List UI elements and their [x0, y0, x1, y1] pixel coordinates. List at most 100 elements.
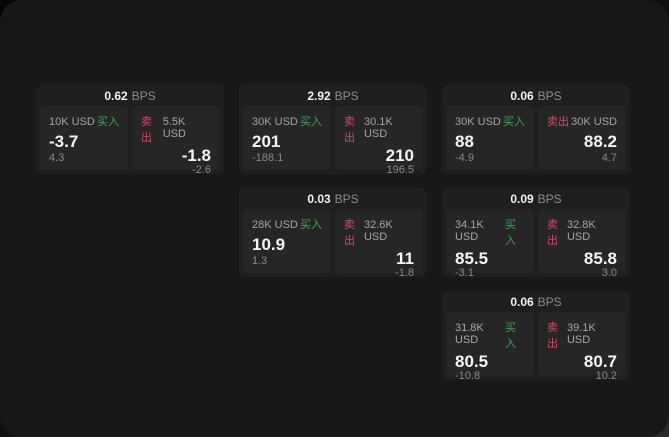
buy-price: 10.9: [252, 235, 286, 254]
buy-panel[interactable]: 30K USD 买入 201 -188.1: [243, 106, 331, 170]
card-header: 0.06 BPS: [446, 85, 626, 106]
buy-price: 201: [252, 132, 281, 151]
quote-panels: 28K USD 买入 10.9 1.3 卖出 32.6K USD 11 -1.8: [243, 209, 423, 279]
sell-panel[interactable]: 卖出 39.1K USD 80.7 10.2: [538, 312, 626, 382]
card-header: 0.03 BPS: [243, 188, 423, 209]
sell-delta: 3.0: [601, 267, 617, 279]
sell-notional: 30.1K USD: [363, 116, 393, 140]
buy-notional: 30K USD: [252, 116, 298, 128]
buy-side-label: 买入: [505, 322, 517, 350]
sell-delta: 10.2: [595, 370, 617, 382]
quote-card: 2.92 BPS 30K USD 买入 201 -188.1 卖出 30.1K …: [239, 85, 427, 176]
buy-top-row: 28K USD 买入: [252, 216, 322, 232]
buy-top-row: 10K USD 买入: [49, 113, 119, 129]
buy-delta: 4.3: [49, 152, 65, 164]
buy-side-label: 买入: [505, 219, 517, 247]
bps-unit-label: BPS: [334, 191, 359, 206]
sell-delta: -1.8: [395, 267, 414, 279]
card-header: 2.92 BPS: [243, 85, 423, 106]
buy-panel[interactable]: 31.8K USD 买入 80.5 -10.8: [446, 312, 534, 382]
sell-top-row: 卖出 5.5K USD: [141, 113, 211, 145]
bps-value: 0.03: [307, 191, 331, 206]
buy-notional: 30K USD: [455, 116, 501, 128]
buy-delta: -10.8: [455, 370, 481, 382]
sell-panel[interactable]: 卖出 5.5K USD -1.8 -2.6: [132, 106, 220, 176]
sell-top-row: 卖出 32.6K USD: [344, 216, 414, 248]
quote-panels: 31.8K USD 买入 80.5 -10.8 卖出 39.1K USD 80.…: [446, 312, 626, 382]
bps-value: 0.06: [510, 294, 534, 309]
buy-side-label: 买入: [503, 116, 525, 128]
card-header: 0.09 BPS: [446, 188, 626, 209]
buy-notional: 10K USD: [49, 116, 95, 128]
quote-panels: 30K USD 买入 88 -4.9 卖出 30K USD 88.2 4.7: [446, 106, 626, 170]
sell-side-label: 卖出: [547, 219, 558, 247]
buy-delta: 1.3: [252, 255, 268, 267]
sell-delta: 196.5: [386, 164, 414, 176]
sell-notional: 30K USD: [571, 116, 617, 128]
buy-price: -3.7: [49, 132, 79, 151]
quote-card: 0.03 BPS 28K USD 买入 10.9 1.3 卖出 32.6K US…: [239, 188, 427, 279]
quote-card: 0.06 BPS 30K USD 买入 88 -4.9 卖出 30K USD 8…: [442, 85, 630, 174]
sell-notional: 32.8K USD: [566, 219, 596, 243]
sell-side-label: 卖出: [344, 116, 355, 144]
buy-delta: -3.1: [455, 267, 474, 279]
buy-panel[interactable]: 10K USD 买入 -3.7 4.3: [40, 106, 128, 170]
quote-panels: 10K USD 买入 -3.7 4.3 卖出 5.5K USD -1.8 -2.…: [40, 106, 220, 176]
bps-value: 0.62: [104, 88, 128, 103]
sell-price: 88.2: [583, 132, 617, 151]
bps-unit-label: BPS: [537, 294, 562, 309]
sell-notional: 32.6K USD: [363, 219, 393, 243]
sell-delta: -2.6: [192, 164, 211, 176]
bps-value: 2.92: [307, 88, 331, 103]
quote-card: 0.09 BPS 34.1K USD 买入 85.5 -3.1 卖出 32.8K…: [442, 188, 630, 279]
buy-side-label: 买入: [300, 116, 322, 128]
sell-top-row: 卖出 30.1K USD: [344, 113, 414, 145]
buy-panel[interactable]: 28K USD 买入 10.9 1.3: [243, 209, 331, 273]
sell-panel[interactable]: 卖出 32.6K USD 11 -1.8: [335, 209, 423, 279]
buy-top-row: 30K USD 买入: [252, 113, 322, 129]
buy-top-row: 31.8K USD 买入: [455, 319, 525, 351]
sell-top-row: 卖出 30K USD: [547, 113, 617, 129]
bps-value: 0.06: [510, 88, 534, 103]
buy-delta: -188.1: [252, 152, 284, 164]
bps-unit-label: BPS: [537, 191, 562, 206]
sell-side-label: 卖出: [547, 116, 569, 128]
bps-unit-label: BPS: [537, 88, 562, 103]
quote-card: 0.62 BPS 10K USD 买入 -3.7 4.3 卖出 5.5K USD…: [36, 85, 224, 176]
buy-top-row: 34.1K USD 买入: [455, 216, 525, 248]
sell-panel[interactable]: 卖出 30.1K USD 210 196.5: [335, 106, 423, 176]
buy-side-label: 买入: [300, 219, 322, 231]
buy-panel[interactable]: 30K USD 买入 88 -4.9: [446, 106, 534, 170]
buy-price: 88: [455, 132, 474, 151]
sell-side-label: 卖出: [141, 116, 152, 144]
buy-notional: 34.1K USD: [455, 219, 484, 243]
sell-side-label: 卖出: [547, 322, 558, 350]
bps-value: 0.09: [510, 191, 534, 206]
quote-panels: 34.1K USD 买入 85.5 -3.1 卖出 32.8K USD 85.8…: [446, 209, 626, 279]
sell-price: -1.8: [181, 146, 211, 165]
quote-card: 0.06 BPS 31.8K USD 买入 80.5 -10.8 卖出 39.1…: [442, 291, 630, 382]
buy-price: 85.5: [455, 249, 489, 268]
quotes-grid: 0.62 BPS 10K USD 买入 -3.7 4.3 卖出 5.5K USD…: [36, 85, 630, 382]
sell-notional: 39.1K USD: [566, 322, 596, 346]
card-header: 0.06 BPS: [446, 291, 626, 312]
sell-panel[interactable]: 卖出 32.8K USD 85.8 3.0: [538, 209, 626, 279]
buy-price: 80.5: [455, 352, 489, 371]
sell-delta: 4.7: [601, 152, 617, 164]
card-header: 0.62 BPS: [40, 85, 220, 106]
buy-notional: 31.8K USD: [455, 322, 484, 346]
sell-top-row: 卖出 39.1K USD: [547, 319, 617, 351]
buy-panel[interactable]: 34.1K USD 买入 85.5 -3.1: [446, 209, 534, 279]
bps-unit-label: BPS: [334, 88, 359, 103]
sell-price: 210: [385, 146, 414, 165]
quote-panels: 30K USD 买入 201 -188.1 卖出 30.1K USD 210 1…: [243, 106, 423, 176]
sell-notional: 5.5K USD: [162, 116, 186, 140]
sell-price: 11: [396, 249, 414, 268]
buy-top-row: 30K USD 买入: [455, 113, 525, 129]
sell-price: 80.7: [583, 352, 617, 371]
buy-delta: -4.9: [455, 152, 474, 164]
sell-panel[interactable]: 卖出 30K USD 88.2 4.7: [538, 106, 626, 170]
sell-top-row: 卖出 32.8K USD: [547, 216, 617, 248]
buy-side-label: 买入: [97, 116, 119, 128]
